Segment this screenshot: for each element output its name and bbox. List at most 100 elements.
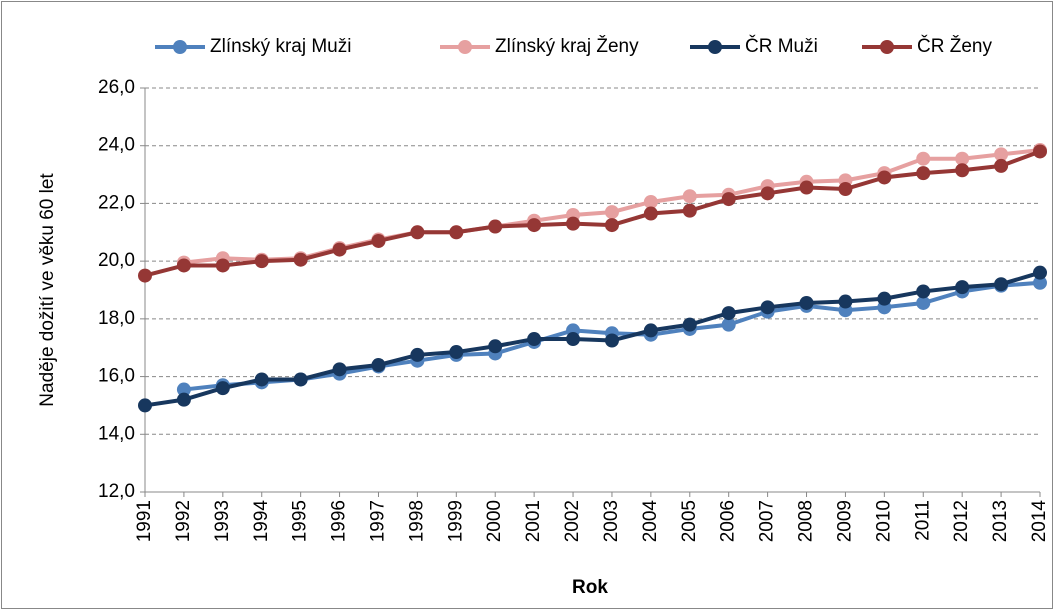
x-tick-label: 2005: [679, 500, 700, 542]
series-marker: [254, 254, 269, 269]
x-tick-label: 2013: [990, 500, 1011, 542]
series-marker: [604, 333, 619, 348]
x-tick-label: 2004: [640, 500, 661, 543]
y-axis-label: Naděje dožití ve věku 60 let: [37, 173, 58, 407]
series-marker: [604, 218, 619, 233]
x-tick-label: 1999: [445, 500, 466, 542]
x-tick-label: 1997: [367, 500, 388, 542]
series-marker: [371, 358, 386, 373]
series-marker: [332, 242, 347, 257]
series-marker: [138, 268, 152, 283]
series-marker: [994, 158, 1009, 173]
series-marker: [449, 345, 464, 360]
series-marker: [799, 295, 814, 310]
series-marker: [643, 206, 658, 221]
series-marker: [682, 317, 697, 332]
series-marker: [877, 170, 892, 185]
x-tick-label: 2012: [951, 500, 972, 542]
series-marker: [1033, 144, 1047, 159]
series-marker: [176, 392, 191, 407]
series-marker: [371, 233, 386, 248]
series-marker: [643, 323, 658, 338]
series-marker: [176, 382, 191, 397]
y-tick-label: 18,0: [98, 308, 135, 329]
legend-marker: [708, 40, 722, 54]
series-marker: [566, 216, 581, 231]
series-marker: [916, 295, 931, 310]
x-tick-label: 2002: [562, 500, 583, 542]
x-tick-label: 2000: [484, 500, 505, 542]
series-marker: [604, 205, 619, 220]
x-tick-label: 1995: [290, 500, 311, 542]
x-tick-label: 1996: [329, 500, 350, 542]
x-tick-label: 2001: [523, 500, 544, 542]
series-marker: [176, 258, 191, 273]
series-marker: [254, 372, 269, 387]
series-marker: [799, 180, 814, 195]
x-tick-label: 1994: [251, 500, 272, 543]
x-tick-label: 2006: [718, 500, 739, 542]
series-marker: [838, 182, 853, 196]
series-marker: [643, 194, 658, 209]
series-marker: [877, 291, 892, 306]
legend-label: Zlínský kraj Muži: [210, 36, 351, 57]
series-marker: [994, 277, 1009, 292]
y-tick-label: 22,0: [98, 192, 135, 213]
y-tick-label: 26,0: [98, 77, 135, 98]
legend-label: Zlínský kraj Ženy: [495, 35, 639, 57]
series-marker: [1033, 265, 1047, 280]
x-tick-label: 2014: [1029, 500, 1050, 543]
series-marker: [955, 163, 970, 178]
y-tick-label: 14,0: [98, 423, 135, 444]
x-tick-label: 2003: [601, 500, 622, 542]
series-marker: [410, 225, 425, 240]
series-marker: [566, 332, 581, 347]
series-marker: [410, 347, 425, 362]
series-marker: [721, 317, 736, 332]
series-marker: [916, 166, 931, 181]
series-marker: [138, 398, 152, 413]
legend-marker: [880, 40, 894, 54]
y-tick-label: 12,0: [98, 481, 135, 502]
series-marker: [721, 306, 736, 321]
legend-marker: [173, 40, 187, 54]
y-tick-label: 24,0: [98, 135, 135, 156]
series-marker: [682, 189, 697, 204]
series-marker: [994, 147, 1009, 162]
series-marker: [215, 381, 230, 396]
series-marker: [449, 225, 464, 240]
series-marker: [488, 219, 503, 234]
x-tick-label: 2009: [834, 500, 855, 542]
y-tick-label: 20,0: [98, 250, 135, 271]
series-marker: [721, 192, 736, 207]
x-tick-label: 2007: [757, 500, 778, 542]
series-marker: [332, 362, 347, 377]
x-axis-label: Rok: [572, 577, 608, 598]
series-marker: [293, 252, 308, 267]
series-marker: [527, 218, 542, 233]
series-marker: [838, 294, 853, 309]
legend-label: ČR Muži: [745, 35, 818, 57]
x-tick-label: 1991: [134, 500, 155, 542]
series-marker: [1033, 275, 1047, 290]
series-marker: [527, 332, 542, 347]
series-marker: [215, 258, 230, 273]
x-tick-label: 2010: [873, 500, 894, 542]
series-marker: [682, 203, 697, 218]
series-marker: [760, 300, 775, 315]
x-tick-label: 2011: [912, 500, 933, 541]
y-tick-label: 16,0: [98, 366, 135, 387]
series-marker: [760, 186, 775, 201]
series-marker: [488, 339, 503, 354]
x-tick-label: 1993: [212, 500, 233, 542]
x-tick-label: 2008: [796, 500, 817, 542]
x-tick-label: 1998: [406, 500, 427, 542]
x-tick-label: 1992: [173, 500, 194, 542]
series-marker: [955, 280, 970, 295]
series-marker: [916, 151, 931, 166]
series-marker: [955, 151, 970, 166]
series-marker: [916, 284, 931, 299]
legend-label: ČR Ženy: [917, 35, 992, 57]
